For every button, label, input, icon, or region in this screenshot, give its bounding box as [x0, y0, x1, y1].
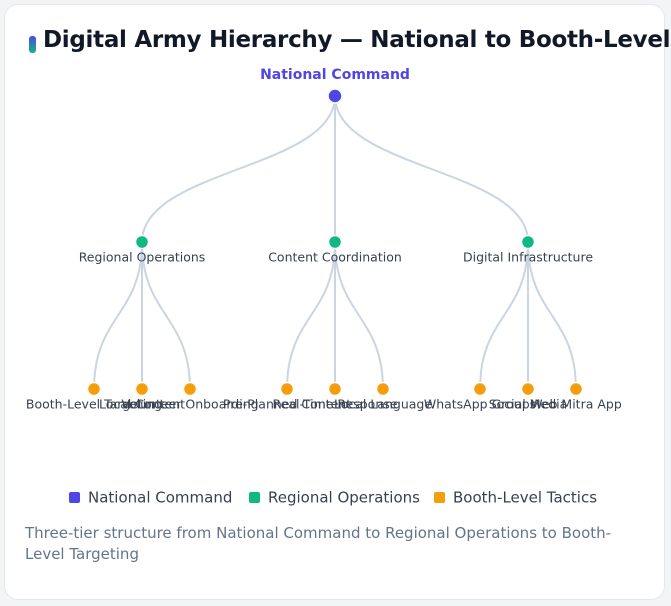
legend-swatch	[434, 492, 445, 503]
node-label: Real-Time Response	[273, 397, 398, 412]
legend-label: National Command	[88, 489, 232, 507]
legend-swatch	[69, 492, 80, 503]
title-icon	[29, 36, 36, 53]
node	[375, 381, 391, 397]
link	[527, 241, 577, 390]
link	[93, 241, 143, 390]
legend-label: Regional Operations	[268, 489, 420, 507]
node	[134, 234, 150, 250]
node-label: Volunteer Onboarding	[121, 397, 258, 412]
node	[327, 381, 343, 397]
node-label: Digital Infrastructure	[463, 250, 593, 265]
link	[479, 241, 529, 390]
link	[286, 241, 336, 390]
node-label: Local Language	[334, 397, 432, 412]
card: Digital Army Hierarchy — National to Boo…	[4, 4, 671, 600]
node	[134, 381, 150, 397]
node-label: Booth-Level Targeting	[26, 397, 162, 412]
legend-swatch	[249, 492, 260, 503]
tree-diagram: National Command Regional Operations Booth…	[26, 67, 622, 507]
node-label: Pre-Planned Content	[223, 397, 351, 412]
node-label: WhatsApp Groups	[424, 397, 536, 412]
node	[568, 381, 584, 397]
link	[334, 241, 384, 390]
title: Digital Army Hierarchy — National to Boo…	[43, 27, 671, 53]
node-label: Regional Operations	[79, 250, 206, 265]
node-label: National Command	[260, 67, 410, 83]
node	[327, 234, 343, 250]
node-label: Content Coordination	[268, 250, 402, 265]
link	[334, 95, 529, 243]
node	[182, 381, 198, 397]
node	[520, 234, 536, 250]
link	[141, 241, 191, 390]
node	[279, 381, 295, 397]
node	[86, 381, 102, 397]
node-label: Local Content	[99, 397, 185, 412]
node	[520, 381, 536, 397]
node-label: Social Media	[489, 397, 568, 412]
link	[141, 95, 336, 243]
node	[327, 88, 343, 104]
node-label: Web Mitra App	[530, 397, 622, 412]
caption: Three-tier structure from National Comma…	[25, 524, 612, 563]
node	[472, 381, 488, 397]
legend-label: Booth-Level Tactics	[453, 489, 597, 507]
